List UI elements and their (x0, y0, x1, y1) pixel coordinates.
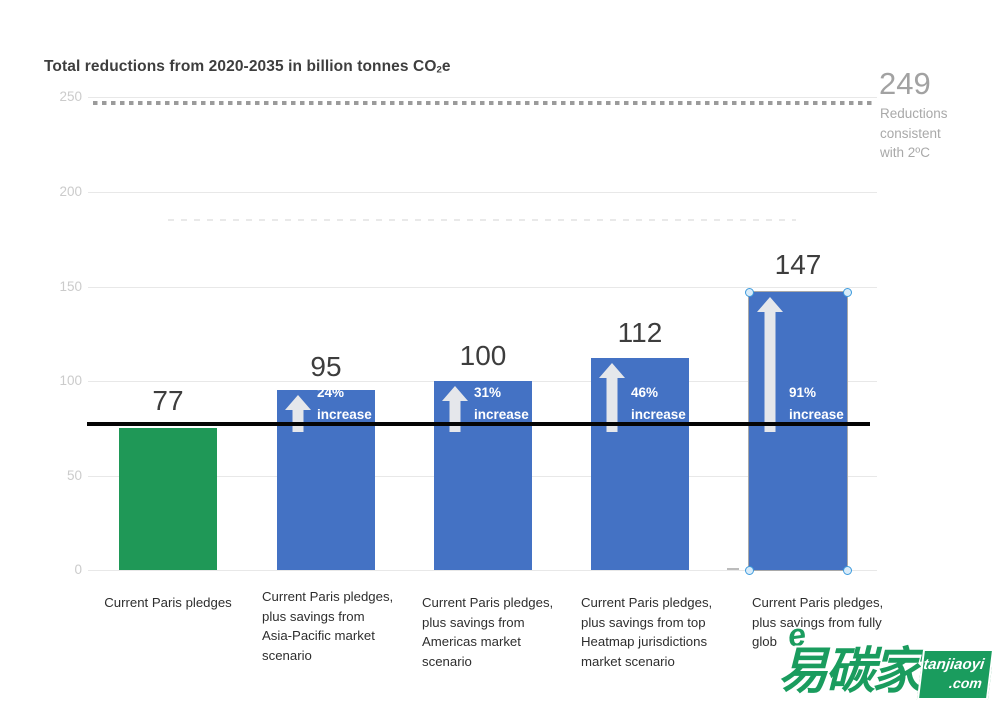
increase-word: increase (631, 406, 686, 422)
category-label-current-paris-pledges: Current Paris pledges (98, 593, 238, 613)
logo-site-name: tanjiaoyi (922, 656, 986, 673)
gridline-250 (88, 97, 877, 98)
selection-handle-bottom-left[interactable] (745, 566, 754, 575)
chart-title: Total reductions from 2020-2035 in billi… (44, 58, 451, 76)
selection-handle-top-right[interactable] (843, 288, 852, 297)
selection-handle-top-left[interactable] (745, 288, 754, 297)
axis-dash (727, 568, 739, 570)
chart-title-subscript: 2 (436, 64, 442, 76)
increase-label-asia-pacific: 24% increase (317, 382, 379, 425)
y-tick-100: 100 (59, 373, 82, 388)
category-line: plus savings from fully (752, 614, 882, 630)
value-label-95: 95 (310, 351, 342, 382)
reference-caption-line: with 2ºC (880, 145, 930, 160)
increase-label-fully-global: 91% increase (789, 382, 851, 425)
category-line: Asia-Pacific market (262, 628, 375, 643)
value-label-112: 112 (617, 317, 663, 348)
reference-caption: Reductions consistent with 2ºC (880, 104, 948, 163)
increase-pct: 24% (317, 385, 345, 400)
value-label-100: 100 (459, 340, 507, 371)
increase-pct: 46% (631, 385, 659, 400)
category-label-asia-pacific: Current Paris pledges, plus savings from… (262, 587, 432, 665)
increase-pct: 31% (474, 385, 502, 400)
y-tick-50: 50 (66, 468, 82, 483)
tanjiaoyi-watermark-logo: e 易碳家 tanjiaoyi .com (778, 616, 992, 701)
chart-title-text: Total reductions from 2020-2035 in billi… (44, 58, 437, 75)
increase-arrow-icon (442, 386, 468, 432)
category-line: plus savings from top (581, 614, 706, 630)
logo-chinese-characters: 易碳家 (778, 643, 922, 699)
category-line: Current Paris pledges (104, 595, 232, 610)
category-line: Current Paris pledges, (262, 589, 394, 604)
y-tick-250: 250 (59, 89, 82, 104)
category-line: scenario (262, 647, 312, 663)
bar-current-paris-pledges[interactable] (119, 428, 217, 570)
chart-title-suffix: e (441, 58, 451, 75)
increase-arrow-icon (757, 297, 783, 432)
category-line: Heatmap jurisdictions (581, 634, 708, 649)
increase-label-top-heatmap: 46% increase (631, 382, 693, 425)
category-line: Current Paris pledges, (581, 595, 713, 610)
value-label-147: 147 (774, 249, 822, 280)
y-tick-200: 200 (59, 184, 82, 199)
increase-arrow-icon (599, 363, 625, 432)
gridline-150 (88, 287, 877, 288)
category-line: Current Paris pledges, (752, 595, 884, 610)
logo-site-badge: tanjiaoyi .com (916, 649, 992, 700)
reference-line-249 (93, 101, 872, 105)
category-line: scenario (422, 653, 472, 669)
reference-value-label: 249 (879, 66, 931, 101)
increase-word: increase (317, 406, 372, 422)
category-line: Current Paris pledges, (422, 595, 554, 610)
reference-caption-line: consistent (880, 125, 941, 141)
increase-pct: 91% (789, 385, 817, 400)
gridline-0 (88, 570, 877, 571)
category-line: plus savings from (422, 614, 525, 630)
selection-handle-bottom-right[interactable] (843, 566, 852, 575)
increase-word: increase (789, 406, 844, 422)
increase-arrow-icon (285, 395, 311, 432)
gridline-200 (88, 192, 877, 193)
category-label-top-heatmap: Current Paris pledges, plus savings from… (581, 593, 756, 671)
baseline-77-line (87, 422, 870, 426)
category-line: Americas market (422, 634, 521, 649)
y-tick-0: 0 (74, 562, 82, 577)
category-label-fully-global: Current Paris pledges, plus savings from… (752, 593, 927, 652)
logo-site-tld: .com (948, 675, 983, 691)
increase-word: increase (474, 406, 529, 422)
increase-label-americas: 31% increase (474, 382, 536, 425)
secondary-dashed-line (168, 219, 796, 221)
category-line: glob (752, 634, 777, 649)
reference-caption-line: Reductions (880, 106, 948, 121)
y-tick-150: 150 (59, 279, 82, 294)
category-label-americas: Current Paris pledges, plus savings from… (422, 593, 592, 671)
value-label-77: 77 (152, 385, 184, 416)
category-line: market scenario (581, 653, 675, 669)
category-line: plus savings from (262, 608, 365, 624)
